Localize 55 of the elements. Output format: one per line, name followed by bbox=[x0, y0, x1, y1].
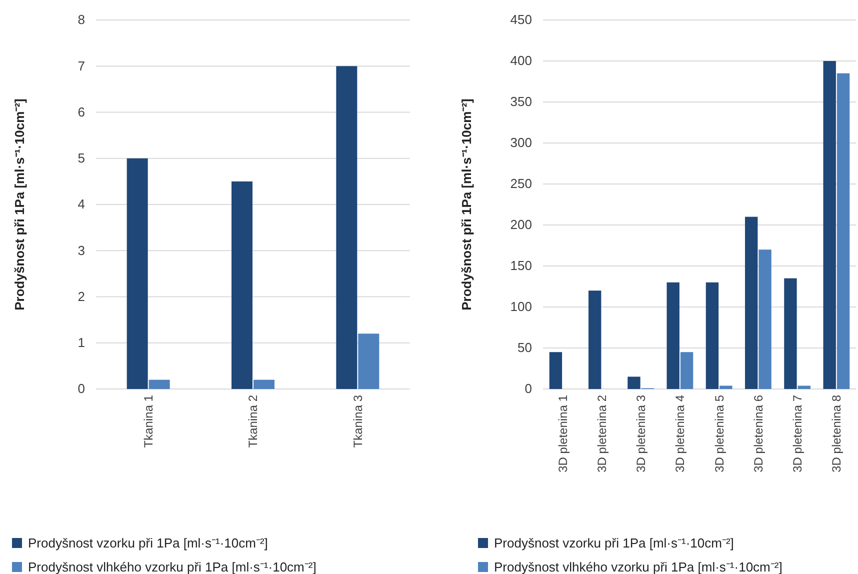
y-tick-label: 50 bbox=[518, 340, 532, 356]
y-tick-label: 150 bbox=[510, 258, 532, 274]
legend-label: Prodyšnost vlhkého vzorku při 1Pa [ml·s⁻¹·10cm⁻²] bbox=[494, 560, 782, 574]
bar bbox=[680, 352, 694, 389]
bar bbox=[588, 290, 602, 389]
x-tick-label: 3D pletenina 5 bbox=[712, 394, 726, 472]
y-tick-label: 8 bbox=[78, 12, 85, 28]
x-tick-label: 3D pletenina 2 bbox=[594, 394, 609, 472]
bar bbox=[823, 61, 836, 389]
y-tick-label: 300 bbox=[510, 135, 532, 150]
x-tick-label: 3D pletenina 1 bbox=[556, 394, 570, 472]
y-tick-label: 200 bbox=[510, 217, 532, 232]
x-tick-label: 3D pletenina 3 bbox=[634, 394, 648, 472]
y-tick-label: 3 bbox=[78, 242, 85, 258]
y-tick-label: 2 bbox=[78, 288, 85, 304]
legend-label: Prodyšnost vzorku při 1Pa [ml·s⁻¹·10cm⁻²] bbox=[28, 536, 268, 551]
x-tick-label: Tkanina 1 bbox=[142, 394, 156, 448]
bar bbox=[666, 282, 680, 389]
bar bbox=[232, 181, 252, 389]
y-tick-label: 4 bbox=[78, 196, 85, 212]
y-tick-label: 450 bbox=[510, 12, 532, 28]
y-tick-label: 5 bbox=[78, 150, 85, 166]
bar bbox=[758, 250, 772, 389]
bar bbox=[254, 380, 274, 389]
y-tick-label: 100 bbox=[510, 299, 532, 314]
bar bbox=[628, 376, 640, 389]
x-tick-label: 3D pletenina 4 bbox=[673, 394, 688, 472]
legend-label: Prodyšnost vzorku při 1Pa [ml·s⁻¹·10cm⁻²] bbox=[494, 536, 734, 551]
bar bbox=[148, 380, 170, 389]
y-tick-label: 0 bbox=[524, 381, 532, 396]
bar bbox=[836, 73, 850, 389]
x-tick-label: Tkanina 2 bbox=[246, 394, 260, 448]
y-axis-title: Prodyšnost při 1Pa [ml·s⁻¹·10cm⁻²] bbox=[459, 98, 474, 310]
y-tick-label: 0 bbox=[78, 381, 85, 396]
y-tick-label: 350 bbox=[510, 94, 532, 110]
bar bbox=[549, 352, 562, 389]
bar bbox=[798, 386, 811, 389]
bar bbox=[336, 66, 358, 389]
x-tick-label: Tkanina 3 bbox=[350, 394, 365, 448]
bar bbox=[720, 386, 732, 389]
bar bbox=[784, 278, 797, 389]
x-tick-label: 3D pletenina 8 bbox=[830, 394, 844, 472]
bar bbox=[706, 282, 719, 389]
bar bbox=[744, 216, 758, 389]
y-tick-label: 1 bbox=[78, 335, 85, 350]
bar bbox=[126, 158, 148, 389]
y-axis-title: Prodyšnost při 1Pa [ml·s⁻¹·10cm⁻²] bbox=[12, 98, 27, 310]
x-tick-label: 3D pletenina 6 bbox=[751, 394, 766, 472]
legend-label: Prodyšnost vlhkého vzorku při 1Pa [ml·s⁻¹·10cm⁻²] bbox=[28, 560, 316, 574]
y-tick-label: 7 bbox=[78, 58, 85, 74]
x-tick-label: 3D pletenina 7 bbox=[790, 394, 805, 472]
bar bbox=[358, 334, 380, 389]
y-tick-label: 6 bbox=[78, 104, 85, 120]
y-tick-label: 250 bbox=[510, 176, 532, 192]
y-tick-label: 400 bbox=[510, 53, 532, 68]
